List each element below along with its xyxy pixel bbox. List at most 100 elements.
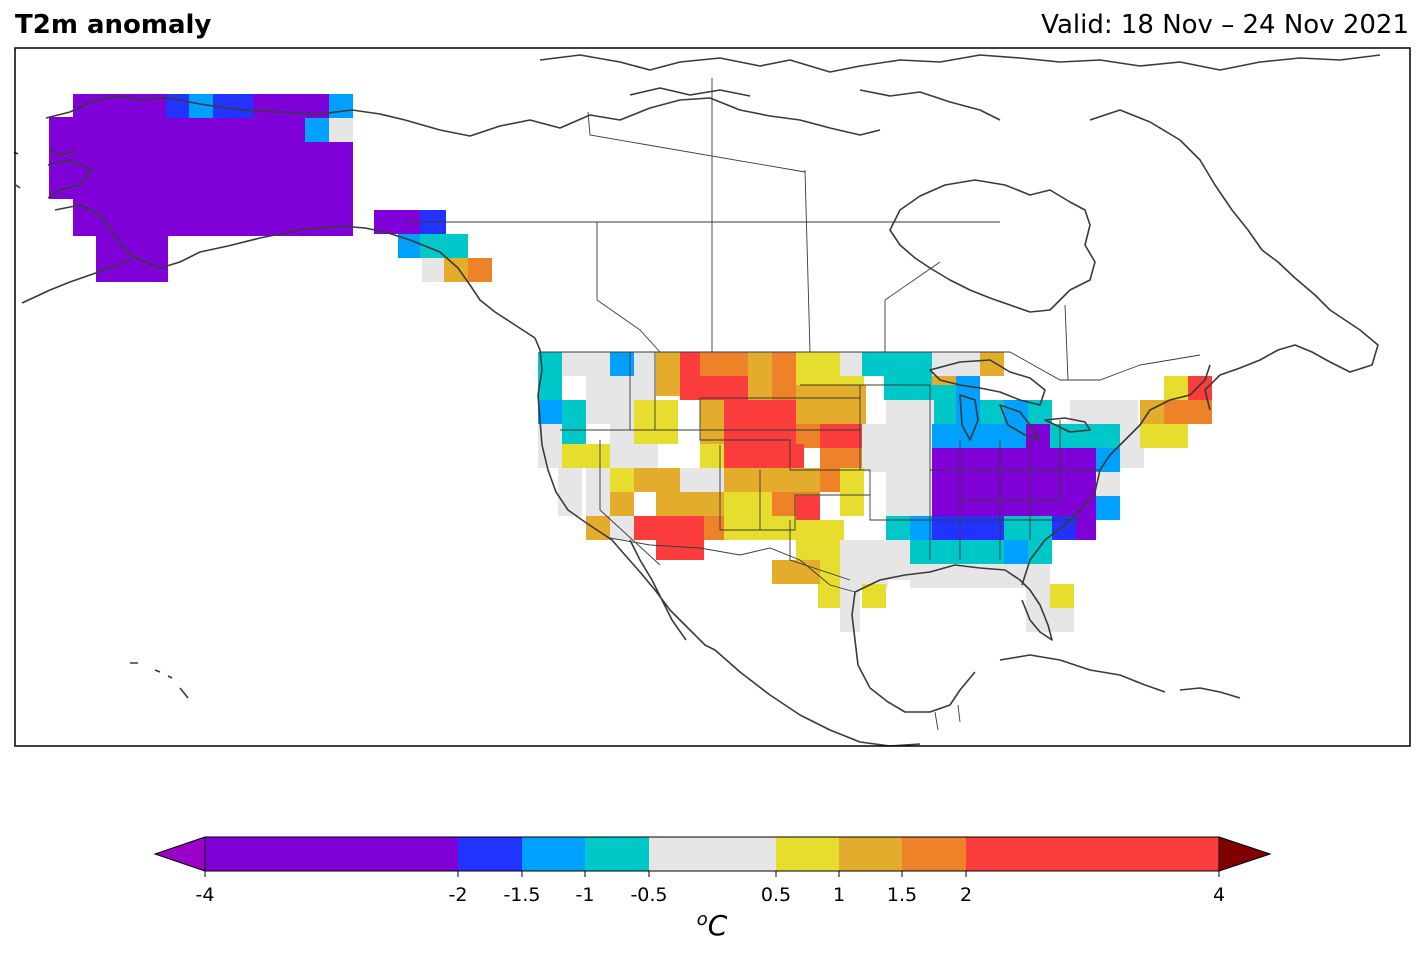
anomaly-cell [73,188,353,236]
anomaly-cell [772,516,796,540]
anomaly-cell [562,444,610,468]
anomaly-cell [538,376,562,400]
anomaly-cell [958,540,1006,564]
anomaly-cell [656,352,680,396]
central-america-borders [934,704,961,731]
anomaly-cell [610,516,634,540]
anomaly-cell [1026,608,1074,632]
anomaly-cell [1096,496,1120,520]
northeast-canada-coastline [1089,109,1379,411]
anomaly-cell [422,258,444,282]
anomaly-cell [96,236,168,282]
anomaly-cell [1140,424,1188,448]
anomaly-cell [634,468,658,492]
anomaly-cell [562,352,610,376]
anomaly-cell [444,258,468,282]
anomaly-cell [213,94,253,118]
anomaly-cell [932,352,980,376]
cuba-coastline [999,654,1166,693]
anomaly-cell [772,352,796,400]
anomaly-cell [1028,540,1052,564]
anomaly-cell [862,424,886,472]
anomaly-cell [1096,472,1120,496]
anomaly-cell [840,468,864,516]
anomaly-cell [305,118,329,142]
anomaly-cell [704,516,724,540]
colorbar-tick-label: -4 [196,884,215,906]
us-east-coastline [1021,364,1211,586]
us-state-borders [560,352,1100,581]
colorbar-under-extension [153,836,206,872]
coastlines [13,54,1381,747]
anomaly-cell [329,94,353,118]
map-frame [14,47,1411,747]
anomaly-cell [656,516,704,560]
anomaly-cell [1164,400,1212,424]
colorbar-segment [649,837,776,871]
anomaly-cell [884,376,932,400]
colorbar-tick-label: -1 [576,884,595,906]
colorbar-ticks: -4 -2 -1.5 -1 -0.5 0.5 1 1.5 2 4 [196,871,1225,906]
anomaly-cell [538,400,562,424]
anomaly-cell [558,468,582,516]
anomaly-cell [910,540,958,564]
alaska-coastline [45,95,536,339]
anomaly-cell [420,234,468,258]
anomaly-cell [1050,584,1074,608]
colorbar-segments [205,837,1219,871]
anomaly-cell [820,448,868,470]
colorbar-segment [966,837,1219,871]
colorbar-tick-label: 4 [1213,884,1225,906]
anomaly-cell [634,352,656,376]
colorbar-segment [839,837,902,871]
anomaly-cell [656,468,680,516]
anomaly-cell [610,492,634,516]
anomaly-cell [796,496,820,520]
anomaly-cell [772,468,820,492]
anomaly-cell [468,258,492,282]
anomaly-cell [1026,564,1050,612]
colorbar-tick-label: -1.5 [503,884,540,906]
anomaly-cell [700,352,748,376]
anomaly-cell [586,468,610,516]
anomaly-cell [634,400,678,444]
us-mexico-border [609,537,856,593]
colorbar-tick-label: 2 [960,884,972,906]
anomaly-cell [748,352,772,400]
colorbar-segment [205,837,458,871]
anomaly-cell [1096,448,1120,472]
colorbar-tick-label: 1.5 [887,884,917,906]
anomaly-cell [1004,400,1028,424]
anomaly-cell [980,400,1004,424]
colorbar-segment [458,837,522,871]
anomaly-cell [724,492,772,540]
anomaly-cell [1076,516,1096,540]
anomaly-cell [862,352,932,376]
anomaly-cell [1004,540,1028,564]
us-canada-border [405,221,1201,381]
anomaly-cell [820,468,840,492]
anomaly-cell [932,385,956,429]
anomaly-cell [748,444,804,468]
hawaii-islands [130,662,189,699]
anomaly-cell [932,448,1096,516]
colorbar-segment [585,837,649,871]
map-title: T2m anomaly [15,10,212,40]
hudson-bay [889,179,1096,313]
anomaly-cell [700,400,724,444]
colorbar-tick-label: 0.5 [761,884,791,906]
colorbar-tick-label: -2 [449,884,468,906]
anomaly-cell [818,584,842,608]
colorbar-segment [902,837,966,871]
valid-period: Valid: 18 Nov – 24 Nov 2021 [1041,10,1409,40]
anomaly-cell [724,468,772,492]
colorbar-segment [522,837,585,871]
colorbar-segment [776,837,839,871]
canada-north-coastline [404,54,1381,137]
hispaniola-coastline [1179,687,1241,699]
colorbar-tick-label: 1 [833,884,845,906]
anomaly-cell [329,118,353,142]
political-borders [405,78,1201,731]
